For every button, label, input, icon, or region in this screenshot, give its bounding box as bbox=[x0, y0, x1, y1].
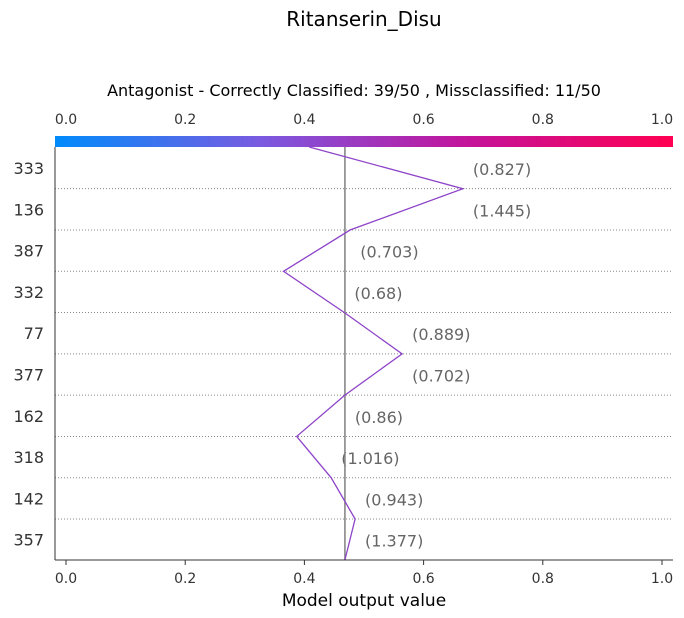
bottom-axis: 0.0 0.2 0.4 0.6 0.8 1.0 bbox=[55, 560, 673, 587]
feature-label: 162 bbox=[13, 407, 44, 426]
feature-value-label: (0.703) bbox=[360, 243, 418, 262]
feature-value-label: (1.377) bbox=[365, 532, 423, 551]
bottom-tick-label: 0.0 bbox=[55, 571, 77, 587]
feature-label: 77 bbox=[24, 324, 44, 343]
feature-value-label: (1.445) bbox=[473, 201, 531, 220]
bottom-tick-label: 0.2 bbox=[174, 571, 196, 587]
feature-value-label: (1.016) bbox=[341, 449, 399, 468]
chart-subtitle: Antagonist - Correctly Classified: 39/50… bbox=[107, 81, 601, 100]
feature-label: 377 bbox=[13, 366, 44, 385]
feature-value-label: (0.702) bbox=[412, 367, 470, 386]
top-tick-label: 0.6 bbox=[412, 112, 434, 128]
bottom-tick-label: 0.4 bbox=[293, 571, 315, 587]
feature-value-label: (0.68) bbox=[354, 284, 402, 303]
feature-label: 318 bbox=[13, 448, 44, 467]
top-tick-label: 0.4 bbox=[293, 112, 315, 128]
feature-label: 357 bbox=[13, 531, 44, 550]
feature-label: 332 bbox=[13, 283, 44, 302]
top-tick-label: 0.2 bbox=[174, 112, 196, 128]
feature-value-label: (0.86) bbox=[355, 408, 403, 427]
decision-path-line bbox=[282, 146, 466, 561]
top-tick-label: 1.0 bbox=[651, 112, 673, 128]
x-axis-label: Model output value bbox=[282, 591, 446, 611]
top-axis: 0.0 0.2 0.4 0.6 0.8 1.0 bbox=[55, 112, 673, 128]
feature-label: 333 bbox=[13, 159, 44, 178]
colorbar bbox=[55, 136, 673, 147]
feature-value-labels: (0.827) (1.445) (0.703) (0.68) (0.889) (0.702… bbox=[341, 160, 531, 551]
feature-label: 142 bbox=[13, 489, 44, 508]
bottom-tick-label: 0.8 bbox=[532, 571, 554, 587]
feature-value-label: (0.827) bbox=[473, 160, 531, 179]
feature-value-label: (0.943) bbox=[365, 490, 423, 509]
row-gridlines bbox=[55, 188, 673, 520]
top-tick-label: 0.0 bbox=[55, 112, 77, 128]
top-tick-label: 0.8 bbox=[532, 112, 554, 128]
chart-title: Ritanserin_Disu bbox=[286, 7, 441, 31]
feature-label: 387 bbox=[13, 242, 44, 261]
feature-value-label: (0.889) bbox=[412, 325, 470, 344]
bottom-tick-label: 0.6 bbox=[412, 571, 434, 587]
feature-labels: 333 136 387 332 77 377 162 318 142 357 bbox=[13, 159, 44, 550]
bottom-tick-label: 1.0 bbox=[651, 571, 673, 587]
feature-label: 136 bbox=[13, 200, 44, 219]
